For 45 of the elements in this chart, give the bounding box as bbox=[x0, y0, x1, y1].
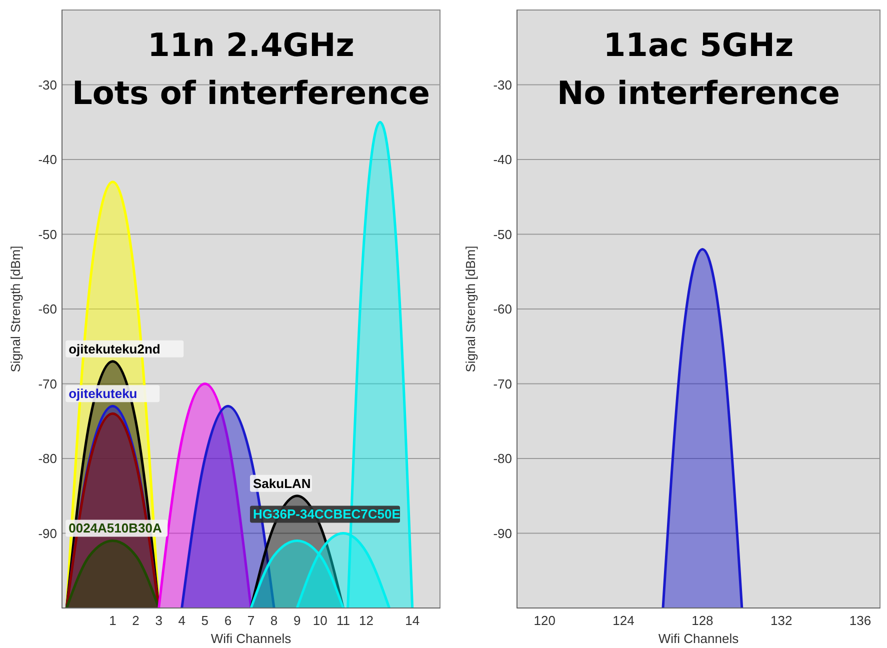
x-tick-label: 136 bbox=[849, 613, 872, 628]
series-label: ojitekuteku2nd bbox=[68, 341, 160, 356]
y-tick-label: -60 bbox=[493, 302, 512, 317]
x-tick-label: 7 bbox=[247, 613, 255, 628]
y-axis-title: Signal Strength [dBm] bbox=[463, 246, 478, 372]
series-label: SakuLAN bbox=[253, 476, 311, 491]
x-tick-label: 5 bbox=[201, 613, 209, 628]
y-tick-label: -50 bbox=[493, 226, 512, 242]
y-tick-label: -40 bbox=[493, 152, 512, 168]
text: No interference bbox=[557, 74, 840, 112]
text: 11ac 5GHz bbox=[603, 26, 794, 64]
x-tick-label: 10 bbox=[312, 613, 328, 628]
x-tick-label: 2 bbox=[132, 613, 140, 628]
series-label: ojitekuteku bbox=[68, 386, 138, 402]
x-tick-label: 6 bbox=[224, 613, 232, 628]
x-tick-label: 128 bbox=[692, 613, 714, 628]
y-axis-title: Signal Strength [dBm] bbox=[8, 246, 23, 372]
y-tick-label: -50 bbox=[38, 226, 57, 242]
y-tick-label: -30 bbox=[493, 77, 512, 92]
y-tick-label: -70 bbox=[38, 376, 57, 392]
y-tick-label: -80 bbox=[38, 451, 57, 466]
x-axis-title: Wifi Channels bbox=[658, 631, 740, 646]
x-tick-label: 120 bbox=[534, 613, 556, 628]
x-tick-label: 14 bbox=[405, 613, 420, 628]
x-axis-title: Wifi Channels bbox=[210, 631, 292, 646]
y-tick-label: -30 bbox=[38, 77, 57, 92]
y-tick-label: -90 bbox=[38, 526, 57, 541]
x-tick-label: 8 bbox=[270, 613, 278, 628]
x-tick-label: 12 bbox=[359, 613, 374, 628]
y-tick-label: -40 bbox=[38, 152, 57, 168]
x-tick-label: 9 bbox=[293, 613, 301, 628]
x-tick-label: 132 bbox=[770, 613, 792, 628]
y-tick-label: -80 bbox=[493, 451, 512, 466]
x-tick-label: 3 bbox=[155, 613, 162, 628]
x-tick-label: 124 bbox=[612, 613, 634, 628]
text: HG36P-34CCBEC7C50E bbox=[253, 506, 401, 522]
text: 11n 2.4GHz bbox=[148, 26, 354, 64]
series-label: 0024A510B30A bbox=[68, 520, 162, 536]
text: Lots of interference bbox=[72, 74, 430, 112]
y-tick-label: -70 bbox=[493, 376, 512, 392]
x-tick-label: 4 bbox=[178, 613, 186, 628]
x-tick-label: 1 bbox=[109, 613, 116, 628]
y-tick-label: -90 bbox=[493, 526, 512, 541]
y-tick-label: -60 bbox=[38, 302, 57, 317]
x-tick-label: 11 bbox=[336, 613, 350, 628]
